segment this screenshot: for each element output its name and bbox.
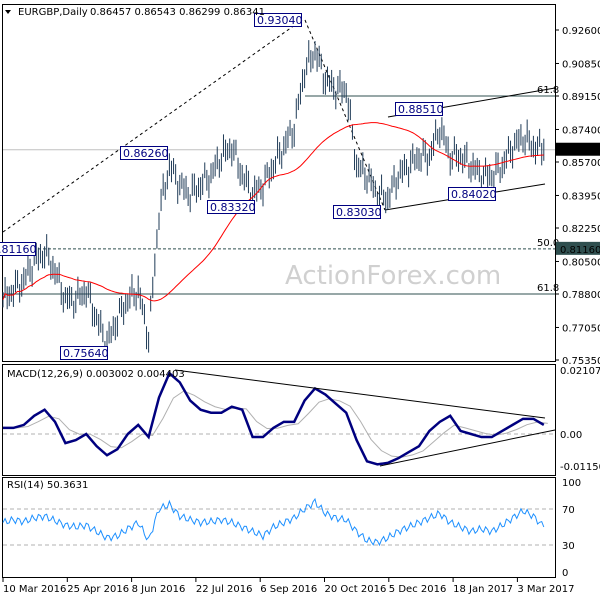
x-tick-label: 6 Sep 2016 xyxy=(260,584,317,595)
swing-label: 0.93040 xyxy=(257,14,303,27)
swing-label-box xyxy=(207,200,255,214)
y-tick-label: 0.89150 xyxy=(562,92,600,103)
macd-tick-label: 0.00 xyxy=(560,430,582,441)
x-tick-label: 8 Jun 2016 xyxy=(132,584,186,595)
y-tick-label: 0.87400 xyxy=(562,125,600,136)
y-tick-label: 0.90850 xyxy=(562,59,600,70)
moving-average-line xyxy=(2,122,544,302)
x-tick-label: 18 Jan 2017 xyxy=(453,584,513,595)
x-tick-label: 5 Dec 2016 xyxy=(389,584,447,595)
trendline xyxy=(304,19,386,211)
fib-level-label: 61.8 xyxy=(537,283,559,294)
rsi-panel xyxy=(2,477,556,578)
macd-tick-label: -0.011507 xyxy=(560,462,600,473)
x-tick-label: 20 Oct 2016 xyxy=(325,584,387,595)
macd-trendline xyxy=(174,369,546,419)
level-price-text: 0.81160 xyxy=(560,245,600,256)
chart-symbol: EURGBP,Daily xyxy=(18,7,88,18)
swing-label-box xyxy=(0,242,36,256)
y-tick-label: 0.83950 xyxy=(562,191,600,202)
swing-label: 0.83320 xyxy=(210,201,256,214)
x-tick-label: 10 Mar 2016 xyxy=(3,584,66,595)
y-tick-label: 0.80500 xyxy=(562,257,600,268)
x-tick-label: 22 Jul 2016 xyxy=(196,584,253,595)
macd-tick-label: 0.021074 xyxy=(560,366,600,377)
level-price-tag xyxy=(556,241,600,255)
macd-trendline xyxy=(379,429,556,467)
swing-label: 0.75640 xyxy=(63,347,109,360)
swing-label: 0.88510 xyxy=(398,103,444,116)
chart-ohlc: 0.86457 0.86543 0.86299 0.86341 xyxy=(90,7,265,18)
y-tick-label: 0.92600 xyxy=(562,26,600,37)
price-panel xyxy=(2,4,556,362)
rsi-line xyxy=(2,497,545,547)
rsi-tick-label: 0 xyxy=(562,568,568,579)
y-tick-label: 0.78800 xyxy=(562,290,600,301)
swing-label-box xyxy=(333,205,381,219)
y-tick-label: 0.75350 xyxy=(562,356,600,367)
y-tick-label: 0.82250 xyxy=(562,224,600,235)
current-price-text: 0.86341 xyxy=(560,146,600,157)
swing-label: 0.84020 xyxy=(451,188,497,201)
swing-label-box xyxy=(254,13,302,27)
rsi-title: RSI(14) 50.3631 xyxy=(7,480,88,491)
swing-label-box xyxy=(120,146,168,160)
macd-panel xyxy=(2,364,556,476)
swing-label-box xyxy=(60,346,108,360)
fib-level-label: 61.8 xyxy=(537,85,559,96)
collapse-triangle-icon[interactable] xyxy=(5,10,11,14)
trendline xyxy=(2,19,303,233)
x-tick-label: 3 Mar 2017 xyxy=(517,584,574,595)
macd-title: MACD(12,26,9) 0.003002 0.004403 xyxy=(7,369,185,380)
rsi-tick-label: 100 xyxy=(562,478,581,489)
y-tick-label: 0.85700 xyxy=(562,158,600,169)
x-tick-label: 25 Apr 2016 xyxy=(67,584,129,595)
swing-label-box xyxy=(395,102,443,116)
current-price-tag xyxy=(556,142,600,156)
macd-line xyxy=(3,371,545,466)
swing-label-box xyxy=(448,187,496,201)
y-tick-label: 0.77050 xyxy=(562,323,600,334)
swing-label: 0.83030 xyxy=(336,206,382,219)
swing-label: 0.81160 xyxy=(0,243,37,256)
swing-label: 0.86260 xyxy=(123,147,169,160)
fib-level-label: 50.0 xyxy=(537,238,559,249)
rsi-tick-label: 30 xyxy=(562,541,575,552)
watermark: ActionForex.com xyxy=(285,261,501,291)
rsi-tick-label: 70 xyxy=(562,505,575,516)
